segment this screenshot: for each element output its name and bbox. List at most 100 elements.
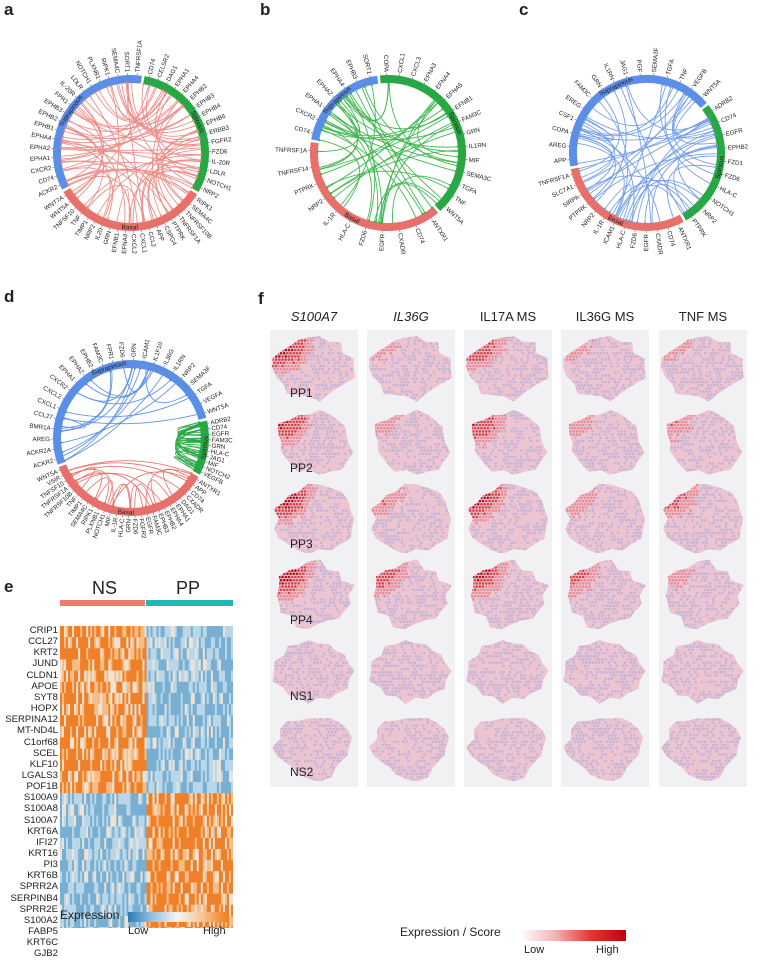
chord-c-supra-label: TGFA: [665, 58, 676, 76]
chord-a-supra-label: SORT1: [123, 51, 131, 72]
chord-c-link: [579, 136, 612, 182]
heatmap-cell: [231, 659, 233, 670]
tissue-tile: [270, 481, 358, 559]
heatmap-cell: [231, 704, 233, 715]
chord-b-supra-label: EPHA4: [328, 67, 345, 88]
heatmap-legend-bar: [128, 912, 228, 922]
tissue-tile: [561, 481, 649, 559]
tissue-tile: [464, 481, 552, 559]
chord-a-basal-label: GRN: [102, 230, 112, 245]
tissue-tile: [659, 709, 747, 787]
chord-c-basal-label: CD74: [665, 230, 676, 248]
chord-d-supra-label: AREG: [32, 436, 50, 443]
heatmap-cell: [231, 726, 233, 737]
chord-d-supra-label: GRN: [131, 343, 138, 357]
tissue-tile: [659, 405, 747, 483]
tissue-tile: [659, 557, 747, 635]
chord-d-link: [113, 484, 131, 508]
sample-label: PP4: [290, 613, 313, 627]
heatmap-cell: [231, 749, 233, 760]
chord-diagram-a: SuprapinousACKR2CD74CXCR2EPHA1EPHA2EPHA4…: [6, 8, 256, 284]
chord-b-spinous-label: SEMA3C: [465, 170, 492, 183]
heatmap-cell: [231, 771, 233, 782]
chord-a-spinous-label: FGFR2: [211, 136, 233, 146]
chord-c-spinous-label: CD74: [720, 112, 738, 125]
tissue-tile: [659, 330, 747, 408]
tissue-tile: [270, 557, 358, 635]
chord-d-link: [61, 384, 175, 443]
chord-c-basal-label: ICAM1: [602, 225, 617, 246]
chord-a-spinous-label: FZD6: [212, 148, 228, 155]
chord-b-supra-label: SORT1: [361, 53, 373, 75]
chord-a-basal-label: EFNB1: [111, 232, 121, 253]
chord-d-supra-label: ACKR2: [33, 457, 55, 470]
chord-d-link: [69, 461, 192, 474]
tissue-tile: [464, 709, 552, 787]
chord-a-supra-label: CXCR2: [30, 165, 52, 176]
heatmap-cell: [231, 637, 233, 648]
chord-b-link: [382, 100, 434, 223]
heatmap-legend-high: High: [203, 925, 226, 937]
ns-group-bar: [60, 600, 145, 606]
chord-c-spinous-label: ADRB2: [713, 95, 735, 112]
heatmap-cell: [231, 871, 233, 882]
panel-label-f: f: [258, 289, 264, 309]
chord-b-basal-label: PTPRK: [294, 182, 317, 197]
chord-c-supra-label: APP: [554, 157, 567, 165]
chord-c-spinous-label: EPHB2: [728, 143, 749, 151]
heatmap-cell: [231, 894, 233, 905]
chord-d-supra-label: CCL27: [33, 410, 54, 422]
chord-b-basal-label: FZD6: [358, 229, 369, 246]
chord-d-supra-label: FZD6: [117, 342, 126, 359]
chord-b-spinous-label: GRN: [466, 127, 481, 137]
chord-diagram-b: SuprapinousCD74CXCR2EPHA1EPHA2EPHA4EPHB3…: [263, 8, 513, 284]
chord-d-supra-label: BMR1A: [29, 423, 52, 433]
chord-b-spinous-label: COPA: [382, 55, 389, 73]
chord-d-basal-label: GRN: [125, 519, 132, 533]
tissue-tile: [367, 330, 455, 408]
spatial-legend-title: Expression / Score: [400, 925, 501, 939]
chord-a-basal-label: CXCL1: [138, 233, 148, 254]
heatmap-grid: [60, 608, 233, 928]
chord-b-basal-label: TNFRSF14: [277, 165, 310, 178]
heatmap-cell: [231, 905, 233, 916]
heatmap-cell: [231, 648, 233, 659]
chord-d-supra-label: CXCL1: [36, 397, 58, 411]
chord-a-basal-label: CXCL2: [130, 234, 138, 255]
chord-c-supra-label: GRN: [589, 74, 603, 89]
chord-b-supra-label: CXCR2: [294, 107, 316, 123]
heatmap-cell: [231, 816, 233, 827]
chord-c-supra-label: CSF1: [558, 109, 576, 122]
heatmap-cell: [231, 827, 233, 838]
chord-a-basal-title: Basal: [122, 224, 139, 231]
tissue-tile: [561, 709, 649, 787]
chord-c-basal-label: ANTXR1: [676, 226, 693, 252]
chord-c-supra-label: EREG: [564, 94, 583, 110]
chord-b-basal-label: HLA-C: [337, 222, 352, 242]
chord-c-supra-label: AREG: [548, 141, 566, 150]
chord-d-basal-title: Basal: [117, 509, 134, 517]
chord-b-spinous-label: TGFA: [460, 183, 478, 196]
chord-a-supra-label: TNFRSF1A: [134, 39, 144, 72]
heatmap-cell: [231, 916, 233, 927]
tissue-tile: [270, 633, 358, 711]
chord-a-supra-label: EPHB1: [33, 120, 55, 133]
heatmap-legend-low: Low: [128, 925, 148, 937]
chord-d-supra-label: WNT5A: [207, 402, 231, 416]
chord-c-supra-label: IL1RN: [602, 62, 616, 81]
chord-b-supra-label: CD74: [293, 125, 311, 136]
sample-label: PP1: [290, 386, 313, 400]
chord-c-supra-label: VEGFB: [691, 68, 709, 89]
chord-b-basal-label: CXADR: [396, 233, 406, 256]
spatial-column-header: S100A7: [268, 309, 360, 324]
chord-c-basal-label: CXADR: [654, 233, 664, 256]
chord-b-supra-label: EPHA1: [303, 91, 324, 109]
chord-d-link: [66, 398, 189, 417]
chord-c-supra-title: Suprapinous: [598, 75, 635, 97]
chord-b-spinous-label: EFNB1: [454, 94, 475, 111]
sample-label: PP3: [290, 537, 313, 551]
chord-a-supra-label: EPHA1: [30, 155, 51, 163]
chord-a-spinous-label: CD74: [147, 58, 158, 76]
chord-b-supra-label: EPHB3: [344, 59, 359, 81]
spatial-column-header: IL17A MS: [462, 309, 554, 324]
